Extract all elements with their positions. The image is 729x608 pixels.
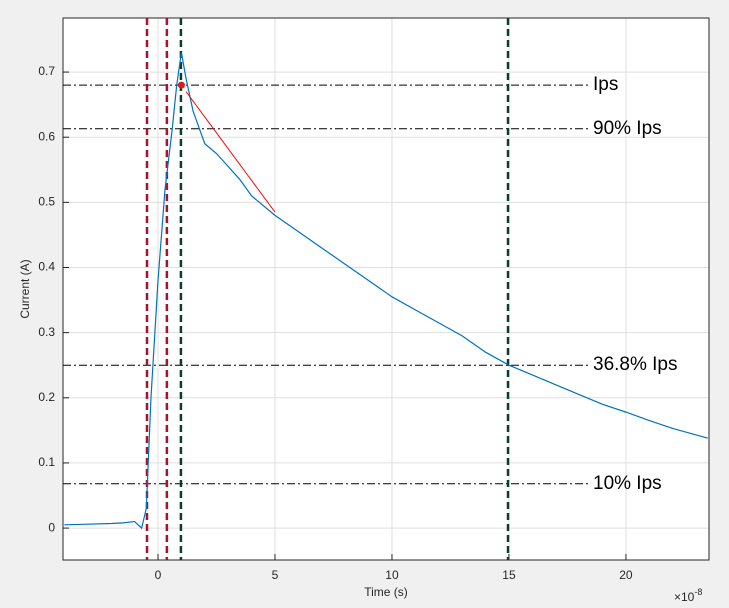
- exponent-power: -8: [694, 587, 702, 597]
- y-tick-label: 0.5: [38, 195, 55, 209]
- x-tick-label: 10: [385, 568, 399, 582]
- y-tick-label: 0.3: [38, 325, 55, 339]
- x-tick-label: 0: [155, 568, 162, 582]
- reference-label: 36.8% Ips: [593, 354, 678, 375]
- y-tick-label: 0.7: [38, 64, 55, 78]
- exponent-base: ×10: [674, 590, 695, 604]
- y-tick-label: 0.2: [38, 390, 55, 404]
- x-axis-label: Time (s): [364, 585, 408, 599]
- plot-area: [63, 18, 709, 560]
- y-tick-label: 0.4: [38, 260, 55, 274]
- reference-label: 10% Ips: [593, 473, 662, 494]
- reference-label: Ips: [593, 74, 618, 95]
- x-tick-label: 5: [272, 568, 279, 582]
- y-tick-label: 0.6: [38, 129, 55, 143]
- peak-marker: [177, 81, 185, 89]
- y-axis-label: Current (A): [18, 259, 32, 318]
- y-tick-label: 0: [48, 520, 55, 534]
- data-line: [64, 52, 708, 530]
- x-exponent: ×10-8: [674, 587, 702, 604]
- y-tick-label: 0.1: [38, 455, 55, 469]
- axes-box: [62, 17, 710, 561]
- fit-line: [185, 91, 276, 213]
- reference-label: 90% Ips: [593, 118, 662, 139]
- x-tick-label: 20: [619, 568, 633, 582]
- x-tick-label: 15: [502, 568, 516, 582]
